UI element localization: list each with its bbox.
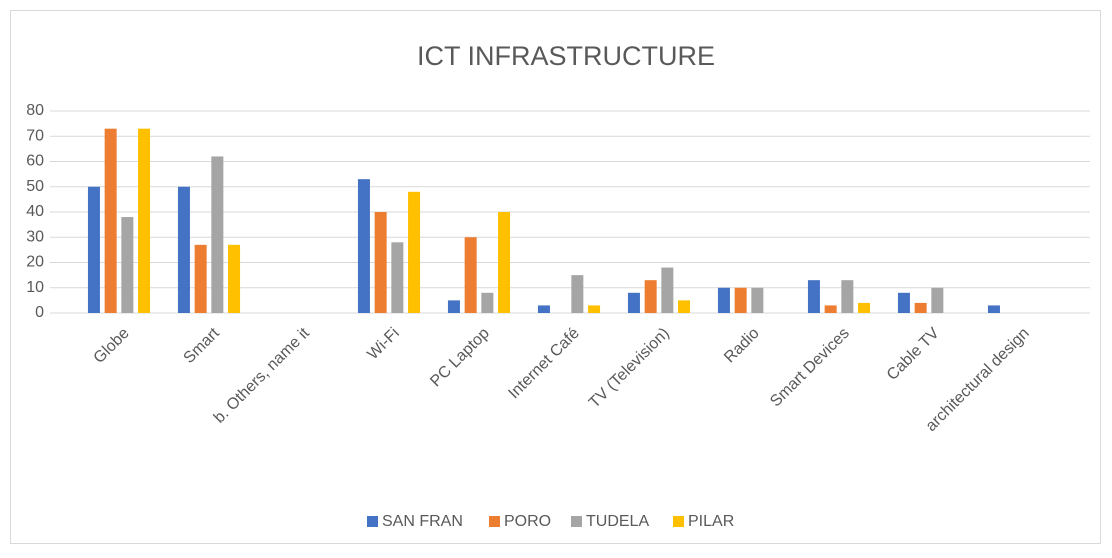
bar: [661, 267, 674, 313]
bar: [87, 186, 100, 313]
bar: [751, 287, 764, 313]
bar: [464, 237, 477, 313]
bar: [914, 302, 927, 313]
y-tick-label: 40: [26, 203, 44, 220]
bar: [734, 287, 747, 313]
y-tick-label: 70: [26, 127, 44, 144]
bar: [858, 302, 871, 313]
bar: [571, 275, 584, 313]
bar: [481, 292, 494, 313]
bar: [807, 280, 820, 313]
bar: [717, 287, 730, 313]
y-tick-label: 10: [26, 279, 44, 296]
y-tick-label: 30: [26, 228, 44, 245]
legend-swatch: [367, 516, 378, 527]
bar: [498, 212, 511, 313]
bar: [228, 244, 241, 313]
legend-label: PORO: [504, 513, 551, 530]
chart-border: [10, 10, 1101, 544]
bar: [841, 280, 854, 313]
bar: [627, 292, 640, 313]
bar: [104, 128, 117, 313]
bar: [408, 191, 421, 313]
bar: [177, 186, 190, 313]
bar: [678, 300, 691, 313]
y-tick-label: 20: [26, 254, 44, 271]
legend-swatch: [571, 516, 582, 527]
bar: [588, 305, 601, 313]
y-tick-label: 50: [26, 178, 44, 195]
bar: [987, 305, 1000, 313]
bar: [447, 300, 460, 313]
bar: [194, 244, 207, 313]
bar: [374, 212, 387, 313]
bar: [391, 242, 404, 313]
bar: [897, 292, 910, 313]
legend-swatch: [489, 516, 500, 527]
bar: [824, 305, 837, 313]
bar: [537, 305, 550, 313]
bar: [357, 179, 370, 313]
legend-label: SAN FRAN: [382, 513, 463, 530]
chart-title: ICT INFRASTRUCTURE: [417, 41, 715, 71]
bar: [644, 280, 657, 313]
legend-swatch: [673, 516, 684, 527]
y-tick-label: 60: [26, 153, 44, 170]
legend-label: TUDELA: [586, 513, 649, 530]
bar: [121, 217, 134, 313]
bar: [138, 128, 151, 313]
bar: [931, 287, 944, 313]
legend-label: PILAR: [688, 513, 734, 530]
bar: [211, 156, 224, 313]
y-tick-label: 80: [26, 102, 44, 119]
y-tick-label: 0: [35, 304, 44, 321]
